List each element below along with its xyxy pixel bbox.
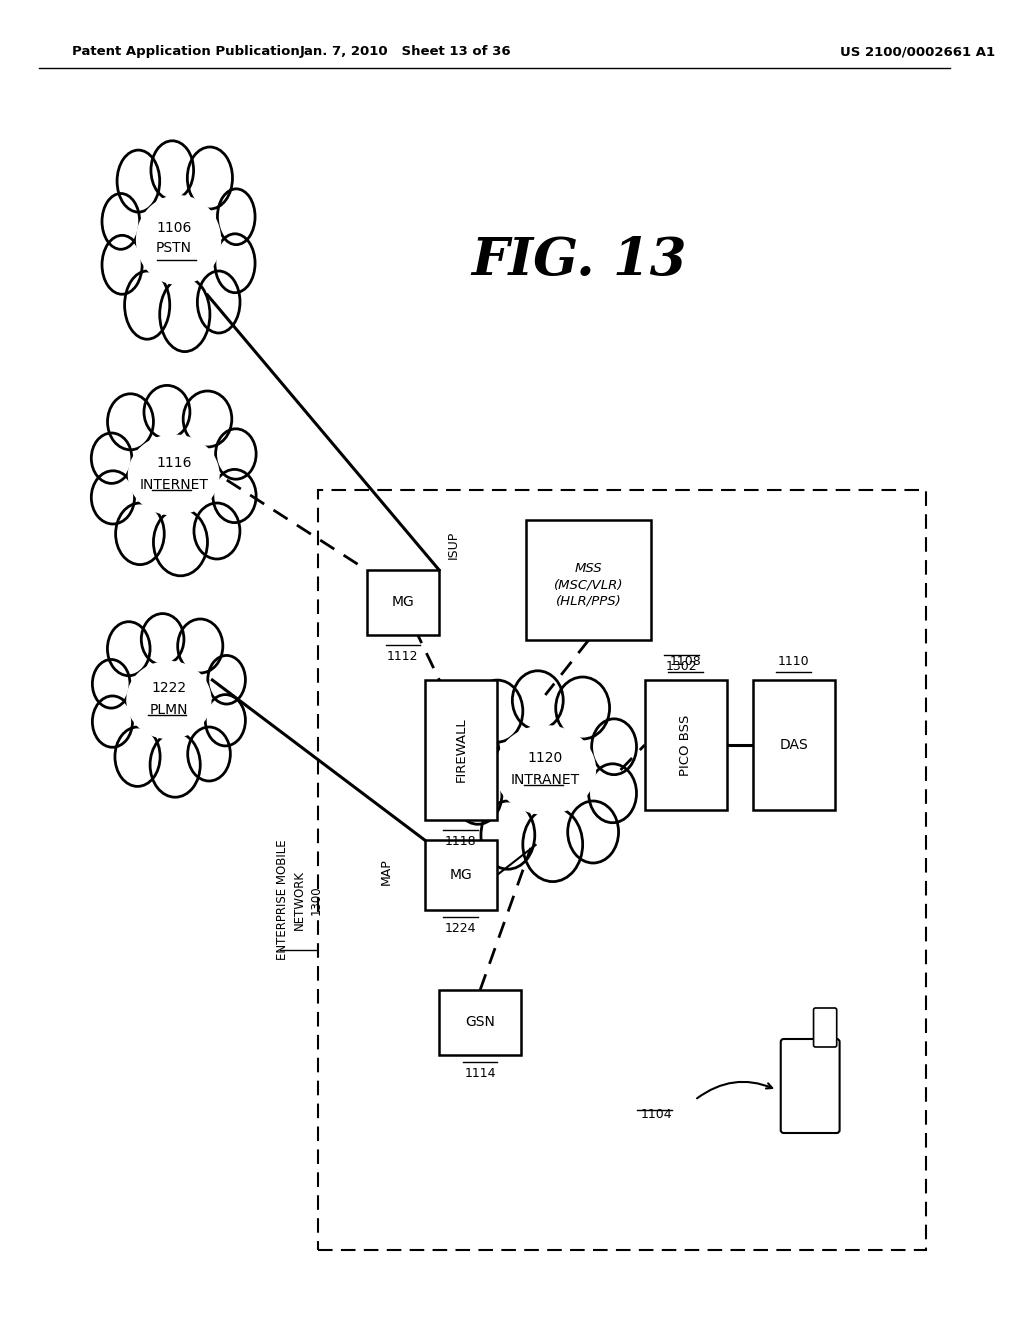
Text: Jan. 7, 2010   Sheet 13 of 36: Jan. 7, 2010 Sheet 13 of 36: [299, 45, 511, 58]
Bar: [526, 520, 651, 640]
Ellipse shape: [154, 508, 208, 576]
Ellipse shape: [117, 150, 160, 213]
Ellipse shape: [178, 619, 223, 673]
Text: FIREWALL: FIREWALL: [455, 718, 467, 783]
Ellipse shape: [208, 656, 246, 704]
Text: PLMN: PLMN: [150, 704, 188, 717]
Bar: [425, 840, 497, 909]
Ellipse shape: [187, 147, 232, 209]
Text: US 2100/0002661 A1: US 2100/0002661 A1: [840, 45, 994, 58]
Ellipse shape: [102, 235, 142, 294]
Text: 1110: 1110: [778, 655, 810, 668]
Ellipse shape: [125, 271, 170, 339]
Bar: [753, 680, 835, 810]
Bar: [425, 680, 497, 820]
Ellipse shape: [194, 503, 240, 558]
Ellipse shape: [108, 393, 154, 450]
Ellipse shape: [187, 727, 230, 781]
Text: INTRANET: INTRANET: [511, 774, 580, 787]
Text: MG: MG: [450, 869, 472, 882]
Text: 1222: 1222: [152, 681, 186, 696]
Ellipse shape: [512, 671, 563, 730]
Ellipse shape: [141, 614, 184, 665]
Ellipse shape: [144, 385, 189, 438]
Ellipse shape: [126, 661, 212, 739]
FancyBboxPatch shape: [780, 1039, 840, 1133]
Ellipse shape: [116, 503, 164, 565]
Ellipse shape: [116, 649, 222, 751]
Ellipse shape: [481, 801, 535, 869]
Bar: [367, 570, 439, 635]
Text: 1118: 1118: [445, 836, 476, 847]
Ellipse shape: [128, 434, 220, 516]
Text: 1224: 1224: [445, 921, 476, 935]
Ellipse shape: [136, 195, 221, 285]
Ellipse shape: [523, 808, 583, 882]
Text: DAS: DAS: [779, 738, 808, 752]
Text: 1106: 1106: [156, 220, 191, 235]
Bar: [318, 490, 927, 1250]
Ellipse shape: [123, 429, 224, 520]
Text: 1104: 1104: [640, 1109, 672, 1122]
Ellipse shape: [215, 234, 255, 293]
Text: 1302: 1302: [666, 660, 697, 673]
Text: Patent Application Publication: Patent Application Publication: [73, 45, 300, 58]
Text: PICO BSS: PICO BSS: [679, 714, 692, 776]
Ellipse shape: [91, 471, 134, 524]
Ellipse shape: [489, 719, 601, 820]
Ellipse shape: [92, 696, 132, 747]
Text: 1114: 1114: [464, 1067, 496, 1080]
Ellipse shape: [91, 433, 132, 483]
Ellipse shape: [122, 656, 216, 744]
Ellipse shape: [117, 422, 231, 528]
Ellipse shape: [115, 727, 160, 787]
Ellipse shape: [217, 189, 255, 244]
Text: 1120: 1120: [527, 751, 563, 766]
Ellipse shape: [198, 271, 240, 333]
Text: 1108: 1108: [670, 655, 701, 668]
Text: 1116: 1116: [156, 455, 191, 470]
Bar: [439, 990, 521, 1055]
Ellipse shape: [160, 277, 210, 351]
Ellipse shape: [589, 764, 637, 822]
Text: FIG. 13: FIG. 13: [471, 235, 687, 285]
FancyBboxPatch shape: [813, 1008, 837, 1047]
Ellipse shape: [216, 429, 256, 479]
Ellipse shape: [454, 766, 502, 824]
Ellipse shape: [151, 141, 194, 199]
Ellipse shape: [205, 694, 246, 746]
Ellipse shape: [454, 723, 499, 779]
Ellipse shape: [592, 719, 637, 775]
Ellipse shape: [125, 182, 231, 298]
Text: INTERNET: INTERNET: [139, 478, 208, 492]
Ellipse shape: [472, 680, 523, 742]
Ellipse shape: [92, 660, 130, 708]
Ellipse shape: [556, 677, 609, 739]
Ellipse shape: [481, 711, 609, 828]
Ellipse shape: [131, 190, 225, 290]
Text: MG: MG: [391, 595, 415, 610]
Text: PSTN: PSTN: [156, 242, 191, 255]
Text: ENTERPRISE MOBILE
NETWORK
1300: ENTERPRISE MOBILE NETWORK 1300: [275, 840, 323, 961]
Bar: [645, 680, 727, 810]
Ellipse shape: [183, 391, 231, 447]
Text: MSS
(MSC/VLR)
(HLR/PPS): MSS (MSC/VLR) (HLR/PPS): [554, 562, 624, 607]
Text: GSN: GSN: [465, 1015, 495, 1030]
Ellipse shape: [495, 725, 596, 814]
Ellipse shape: [567, 801, 618, 863]
Text: ISUP: ISUP: [447, 531, 460, 560]
Text: MAP: MAP: [380, 858, 392, 886]
Ellipse shape: [102, 194, 139, 249]
Ellipse shape: [151, 733, 201, 797]
Ellipse shape: [213, 470, 256, 523]
Text: 1112: 1112: [387, 649, 419, 663]
Ellipse shape: [108, 622, 151, 676]
